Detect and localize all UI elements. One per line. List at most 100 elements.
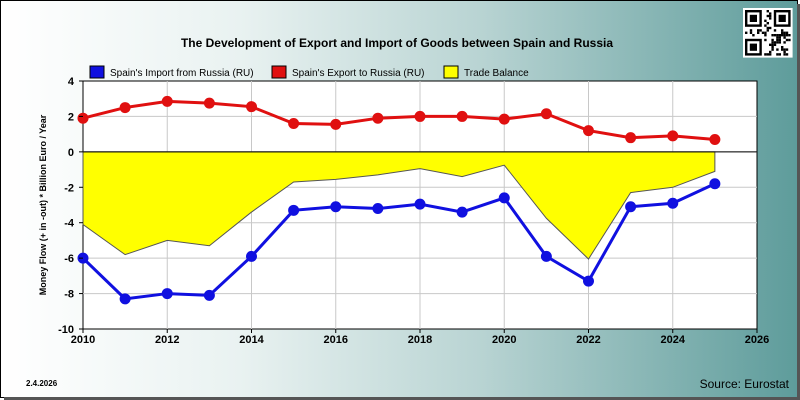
import-point-2020 xyxy=(498,192,510,204)
qr-module xyxy=(783,31,786,34)
qr-module xyxy=(778,41,781,44)
qr-module xyxy=(781,48,784,51)
y-tick-label--8: -8 xyxy=(64,289,74,301)
export-point-2023 xyxy=(625,132,637,144)
export-point-2017 xyxy=(372,112,384,124)
qr-module xyxy=(783,36,786,39)
source-label: Source: Eurostat xyxy=(700,377,790,391)
qr-module xyxy=(783,41,786,44)
qr-module xyxy=(778,38,781,42)
qr-module xyxy=(766,10,769,13)
qr-module xyxy=(749,31,753,34)
export-point-2020 xyxy=(498,113,510,125)
qr-finder-core xyxy=(749,43,757,51)
x-axis-ticks: 2010 2012 2014 2016 2018 2020 2022 2024 2026 xyxy=(71,329,769,346)
qr-module xyxy=(769,26,772,30)
series-points xyxy=(77,95,721,305)
qr-module xyxy=(757,31,760,34)
x-tick-label-2016: 2016 xyxy=(324,334,348,346)
qr-module xyxy=(764,19,767,22)
qr-module xyxy=(778,36,781,39)
import-point-2022 xyxy=(583,275,594,287)
qr-code-icon xyxy=(743,8,793,58)
import-point-2013 xyxy=(203,289,215,301)
qr-module xyxy=(771,43,774,46)
qr-module xyxy=(781,31,784,34)
export-point-2021 xyxy=(540,108,552,120)
qr-module xyxy=(776,53,779,56)
export-point-2019 xyxy=(456,110,468,122)
qr-module xyxy=(771,41,774,44)
import-point-2024 xyxy=(667,197,679,209)
y-tick-label--2: -2 xyxy=(64,182,74,194)
qr-module xyxy=(781,46,784,49)
qr-module xyxy=(766,14,769,18)
y-tick-label-0: 0 xyxy=(68,147,74,159)
qr-module xyxy=(771,38,774,42)
y-tick-label-2: 2 xyxy=(68,111,74,123)
export-point-2010 xyxy=(77,112,89,124)
x-tick-label-2026: 2026 xyxy=(745,334,769,346)
qr-module xyxy=(749,29,753,32)
qr-module xyxy=(778,34,781,37)
qr-module xyxy=(778,53,781,56)
qr-module xyxy=(764,31,767,34)
frame-shadow-bottom xyxy=(4,397,800,400)
import-point-2019 xyxy=(456,206,468,218)
y-tick-label--6: -6 xyxy=(64,253,74,265)
y-tick-label-4: 4 xyxy=(68,76,75,88)
qr-module xyxy=(788,34,791,37)
qr-module xyxy=(761,31,765,34)
qr-module xyxy=(785,38,789,42)
qr-module xyxy=(764,38,767,42)
qr-module xyxy=(769,17,772,20)
qr-module xyxy=(745,31,748,34)
qr-module xyxy=(783,50,786,54)
qr-module xyxy=(773,34,777,37)
qr-module xyxy=(766,53,769,56)
import-point-2017 xyxy=(372,203,384,215)
qr-module xyxy=(769,14,772,18)
x-tick-label-2024: 2024 xyxy=(661,334,686,346)
import-point-2025 xyxy=(709,178,721,190)
export-point-2015 xyxy=(288,118,300,130)
qr-module xyxy=(769,12,772,15)
qr-module xyxy=(773,41,777,44)
qr-module xyxy=(773,43,777,46)
chart-title: The Development of Export and Import of … xyxy=(181,36,613,50)
date-label: 2.4.2026 xyxy=(26,379,58,388)
qr-module xyxy=(759,29,762,32)
qr-module xyxy=(764,24,767,27)
qr-module xyxy=(764,53,767,56)
legend-label-import: Spain's Import from Russia (RU) xyxy=(110,68,254,79)
import-point-2016 xyxy=(330,201,342,213)
export-point-2025 xyxy=(709,133,721,145)
qr-module xyxy=(781,34,784,37)
import-point-2023 xyxy=(625,201,637,213)
qr-module xyxy=(773,29,777,32)
legend-swatch-import xyxy=(89,65,105,79)
qr-module xyxy=(766,29,769,32)
legend: Spain's Import from Russia (RU) Spain's … xyxy=(89,65,529,79)
qr-module xyxy=(783,48,786,51)
import-point-2011 xyxy=(119,293,131,305)
qr-module xyxy=(771,34,774,37)
qr-module xyxy=(757,29,760,32)
import-point-2018 xyxy=(414,198,426,210)
x-tick-label-2012: 2012 xyxy=(155,334,179,346)
import-line xyxy=(81,182,716,301)
series-lines xyxy=(81,99,716,301)
legend-swatch-export xyxy=(271,65,287,79)
x-tick-label-2014: 2014 xyxy=(239,334,264,346)
qr-module xyxy=(769,53,772,56)
trade-balance-path xyxy=(82,151,716,260)
export-point-2012 xyxy=(161,95,173,107)
y-tick-label--10: -10 xyxy=(58,324,74,336)
qr-module xyxy=(785,31,789,34)
trade-balance-area xyxy=(82,151,716,260)
qr-finder-core xyxy=(749,14,757,22)
legend-swatch-balance xyxy=(443,65,459,79)
legend-label-export: Spain's Export to Russia (RU) xyxy=(292,68,425,79)
qr-module xyxy=(764,34,767,37)
